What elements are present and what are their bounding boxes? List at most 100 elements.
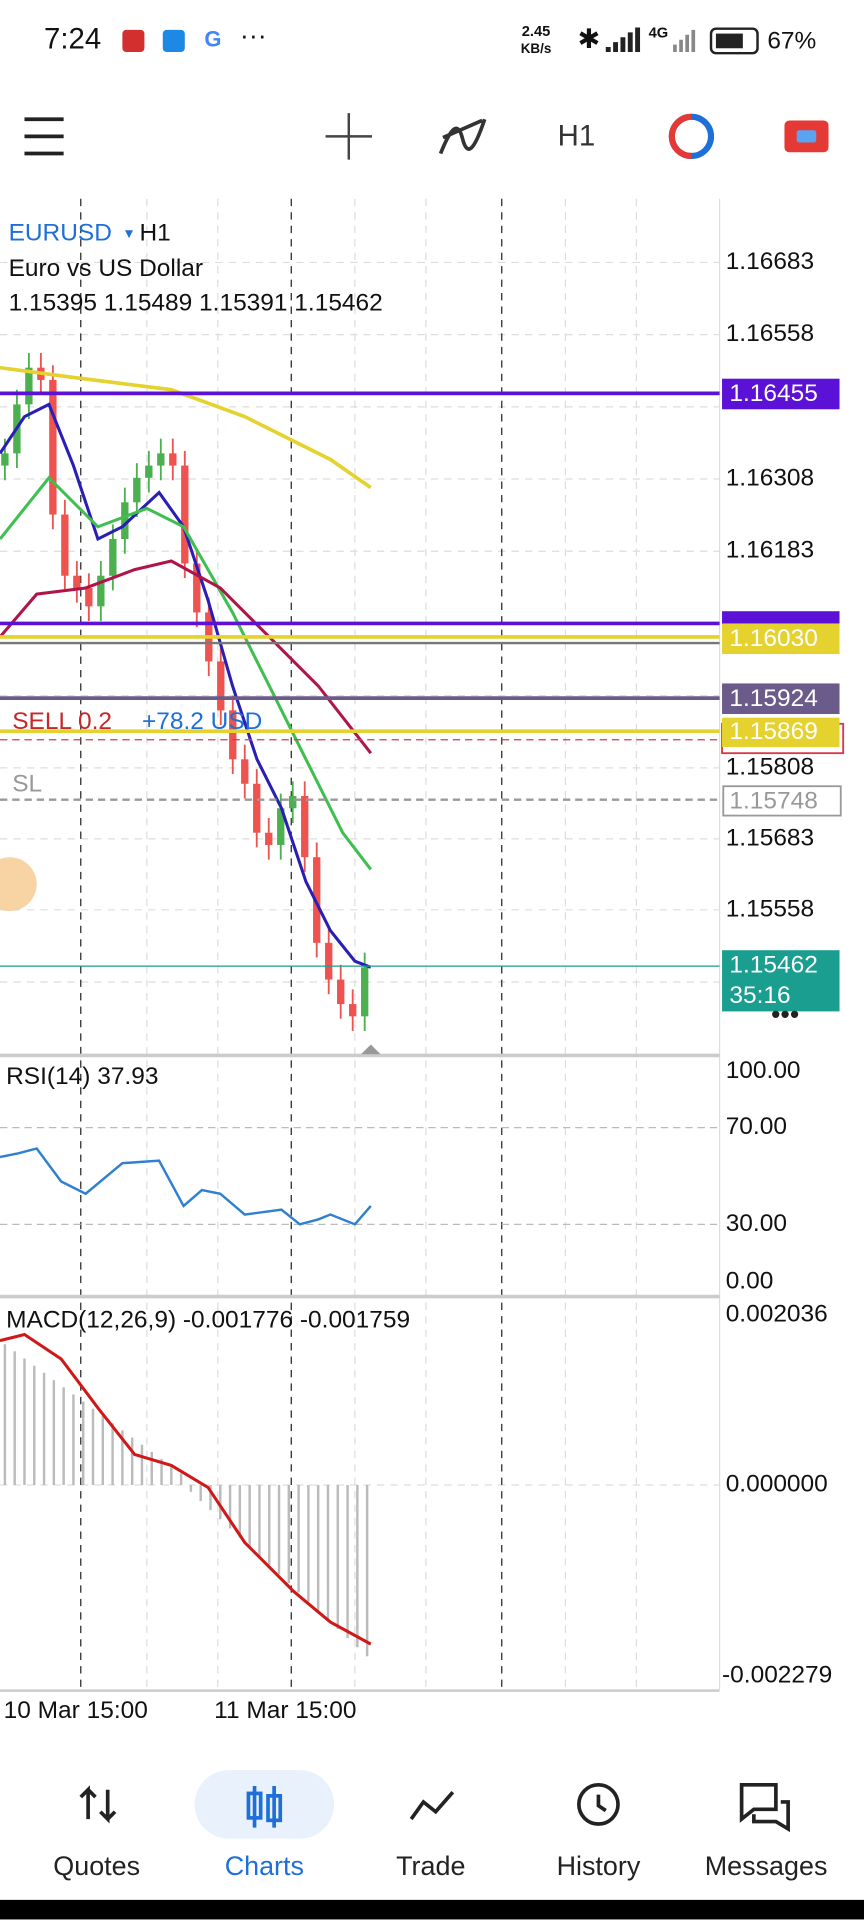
candle-body [349,1004,357,1017]
rsi-level: 30.00 [726,1210,787,1237]
candle-body [157,453,165,466]
order-profit: +78.2 USD [142,708,262,735]
clock: 7:24 [44,23,101,56]
indicators-button[interactable] [438,118,487,155]
price-tag [722,785,842,817]
rsi-line [0,1147,372,1226]
moving-average [0,402,372,969]
price-tag [722,378,840,410]
price-label: 1.15683 [726,824,814,851]
candle-body [109,539,117,576]
charts-icon-part [266,1794,283,1823]
history-icon[interactable] [577,1783,620,1826]
candle-body [133,477,141,503]
candle-body [229,710,237,760]
menu-button[interactable] [24,117,64,156]
candle-body [241,759,249,784]
battery-icon [709,27,759,55]
candle-body [301,796,309,858]
macd-level: -0.002279 [722,1661,832,1688]
price-label: 1.16308 [726,465,814,492]
price-label: 1.16558 [726,320,814,347]
one-click-button[interactable] [0,857,37,912]
order-label[interactable]: SELL 0.2 [12,708,112,735]
price-label: 1.16183 [726,537,814,564]
chart-timeframe: H1 [140,220,171,247]
candles [1,352,369,1031]
battery-percent: 67% [767,28,816,55]
rsi-label: RSI(14) 37.93 [6,1063,158,1090]
app-icon [122,29,145,52]
countdown: 35:16 [729,982,790,1009]
network-type: 4G [649,25,669,41]
nav-highlight [194,1770,335,1839]
system-nav-bar [0,1899,864,1920]
price-tag-text: 1.15924 [729,685,817,712]
nav-trade[interactable]: Trade [396,1851,465,1881]
moving-average [0,559,373,755]
messages-icon[interactable] [739,1783,790,1833]
session-separators [80,198,503,1690]
price-tag-text: 1.15748 [729,788,817,815]
macd-level: 0.000000 [726,1470,828,1497]
timeframe-button[interactable]: H1 [558,119,596,152]
candle-body [49,379,57,515]
quotes-icon[interactable] [79,1785,117,1824]
candle-body [145,465,153,478]
candle-body [97,575,105,607]
rsi-level: 100.00 [726,1057,801,1084]
candle-body [289,796,297,809]
signal-icon [673,29,696,52]
candle-body [61,514,69,576]
price-tag [722,717,840,748]
candle-body [181,465,189,564]
macd-level: 0.002036 [726,1300,828,1327]
trade-button-inner [796,130,817,143]
more-dots[interactable]: ••• [771,999,799,1029]
price-label: 1.15808 [726,753,814,780]
symbol-dropdown: ▼ [122,226,135,241]
price-label: 1.16683 [726,248,814,275]
candle-body [337,979,345,1005]
nav-charts[interactable]: Charts [225,1851,304,1881]
sl-label[interactable]: SL [12,770,42,797]
rsi-level: 70.00 [726,1113,787,1140]
symbol[interactable]: EURUSD [9,220,112,247]
crosshair-button[interactable] [325,113,373,160]
macd-signal [0,1332,372,1646]
candle-body [1,453,9,466]
price-tag [722,683,840,715]
app-icon [162,29,185,52]
candle-body [121,502,129,540]
rsi-level: 0.00 [726,1267,774,1294]
price-tag [722,611,840,626]
candle-body [25,367,33,405]
macd-histogram [3,1344,369,1657]
clock-button-half [668,113,692,160]
moving-average [0,365,372,490]
macd-label: MACD(12,26,9) -0.001776 -0.001759 [6,1306,410,1333]
current-price-tag [722,950,840,1012]
more-icon: ··· [240,20,267,50]
candle-body [193,563,201,613]
candle-body [277,808,285,845]
nav-messages[interactable]: Messages [705,1851,828,1881]
nav-quotes[interactable]: Quotes [53,1851,140,1881]
candle-body [73,575,81,588]
price-tag-text: 1.16455 [729,380,817,407]
price-tag [722,623,840,655]
candle-body [265,832,273,845]
bluetooth-icon: ✱ [578,24,601,54]
grid [0,198,720,1690]
current-price: 1.15462 [729,952,817,979]
trade-icon[interactable] [409,1790,455,1821]
candle-body [217,661,225,711]
net-unit: KB/s [521,41,552,56]
charts-icon-part [246,1791,263,1820]
nav-history[interactable]: History [557,1851,641,1881]
shift-marker [361,1044,381,1055]
moving-average [0,475,373,871]
candle-body [169,453,177,466]
